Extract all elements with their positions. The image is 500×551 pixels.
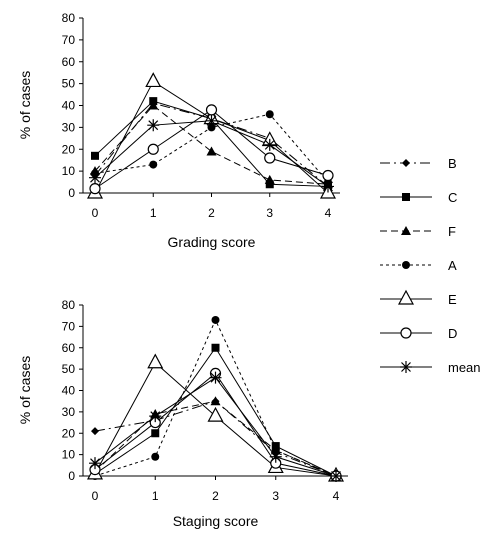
staging-point-mean bbox=[269, 450, 282, 463]
grading-x-tick-label: 2 bbox=[208, 206, 215, 220]
legend-marker-C bbox=[402, 193, 410, 201]
grading-x-tick-label: 3 bbox=[266, 206, 273, 220]
staging-y-tick-label: 50 bbox=[62, 362, 76, 376]
staging-y-tick-label: 0 bbox=[68, 469, 75, 483]
staging-x-tick-label: 0 bbox=[92, 489, 99, 503]
legend-label-C: C bbox=[448, 190, 457, 205]
staging-series-line-mean bbox=[94, 377, 337, 477]
grading-point-F bbox=[148, 100, 159, 110]
grading-point-D bbox=[322, 169, 334, 182]
staging-point-mean bbox=[149, 410, 162, 423]
grading-point-D bbox=[264, 152, 276, 164]
staging-x-tick-label: 1 bbox=[152, 489, 159, 503]
grading-y-tick-label: 30 bbox=[62, 120, 76, 134]
staging-y-tick-label: 60 bbox=[62, 341, 76, 355]
staging-point-A bbox=[151, 452, 160, 461]
staging-point-F bbox=[210, 396, 221, 406]
staging-point-mean bbox=[330, 470, 342, 482]
legend-label-A: A bbox=[448, 258, 457, 273]
grading-series-line-F bbox=[94, 104, 329, 185]
legend-marker-D bbox=[400, 327, 412, 339]
grading-chart: 0 10 20 30 40 50 60 70 80 0 1 2 3 4 Grading score % of … bbox=[17, 11, 340, 250]
grading-series-line-E bbox=[94, 80, 329, 194]
grading-point-mean bbox=[263, 138, 276, 151]
staging-point-A bbox=[271, 446, 280, 455]
staging-x-tick-label: 2 bbox=[212, 489, 219, 503]
grading-point-mean bbox=[205, 114, 218, 127]
grading-point-E bbox=[145, 72, 162, 88]
staging-point-mean bbox=[89, 457, 101, 470]
staging-x-axis-label: Staging score bbox=[173, 513, 259, 529]
grading-point-D bbox=[205, 104, 218, 116]
grading-y-axis-label: % of cases bbox=[17, 71, 33, 139]
grading-point-D bbox=[147, 143, 159, 155]
staging-y-tick-label: 20 bbox=[62, 426, 76, 440]
staging-point-mean bbox=[209, 371, 222, 384]
legend-marker-F bbox=[401, 226, 411, 235]
grading-x-tick-label: 1 bbox=[150, 206, 157, 220]
staging-x-tick-label: 4 bbox=[333, 489, 340, 503]
legend-label-F: F bbox=[448, 224, 456, 239]
grading-point-C bbox=[265, 180, 274, 189]
staging-y-tick-label: 10 bbox=[62, 448, 76, 462]
grading-x-tick-label: 0 bbox=[92, 206, 99, 220]
grading-x-axis-label: Grading score bbox=[168, 234, 256, 250]
grading-point-A bbox=[265, 110, 274, 119]
grading-point-F bbox=[264, 174, 275, 184]
grading-point-mean bbox=[147, 119, 160, 132]
grading-y-tick-label: 10 bbox=[62, 164, 76, 178]
legend-label-D: D bbox=[448, 326, 457, 341]
grading-y-tick-label: 0 bbox=[68, 186, 75, 200]
staging-x-tick-label: 3 bbox=[272, 489, 279, 503]
legend-marker-A bbox=[402, 261, 410, 269]
grading-point-mean bbox=[89, 171, 101, 184]
staging-chart: 0 10 20 30 40 50 60 70 80 0 1 2 3 4 Staging score % of … bbox=[17, 298, 348, 529]
staging-point-C bbox=[151, 429, 160, 438]
legend-label-B: B bbox=[448, 156, 457, 171]
grading-point-A bbox=[149, 160, 158, 169]
legend-marker-E bbox=[397, 289, 415, 305]
legend-marker-B bbox=[402, 159, 410, 167]
grading-point-C bbox=[91, 151, 99, 160]
grading-point-mean bbox=[322, 180, 334, 193]
staging-y-tick-label: 70 bbox=[62, 319, 76, 333]
grading-y-tick-label: 20 bbox=[62, 142, 76, 156]
legend-marker-mean bbox=[400, 361, 412, 373]
grading-point-D bbox=[89, 183, 101, 195]
grading-y-tick-label: 50 bbox=[62, 77, 76, 91]
staging-y-axis-label: % of cases bbox=[17, 356, 33, 424]
legend-label-E: E bbox=[448, 292, 457, 307]
grading-point-A bbox=[207, 123, 216, 132]
grading-y-tick-label: 60 bbox=[62, 55, 76, 69]
staging-y-tick-label: 80 bbox=[62, 298, 76, 312]
staging-point-C bbox=[211, 343, 220, 352]
staging-y-tick-label: 30 bbox=[62, 405, 76, 419]
staging-point-E bbox=[147, 353, 164, 369]
grading-y-tick-label: 80 bbox=[62, 11, 76, 25]
legend-label-mean: mean bbox=[448, 360, 481, 375]
grading-point-F bbox=[206, 146, 217, 156]
grading-y-tick-label: 40 bbox=[62, 99, 76, 113]
staging-point-E bbox=[207, 406, 224, 422]
staging-y-tick-label: 40 bbox=[62, 384, 76, 398]
staging-point-B bbox=[91, 427, 99, 436]
staging-point-A bbox=[211, 315, 220, 324]
grading-y-tick-label: 70 bbox=[62, 33, 76, 47]
grading-x-tick-label: 4 bbox=[325, 206, 332, 220]
